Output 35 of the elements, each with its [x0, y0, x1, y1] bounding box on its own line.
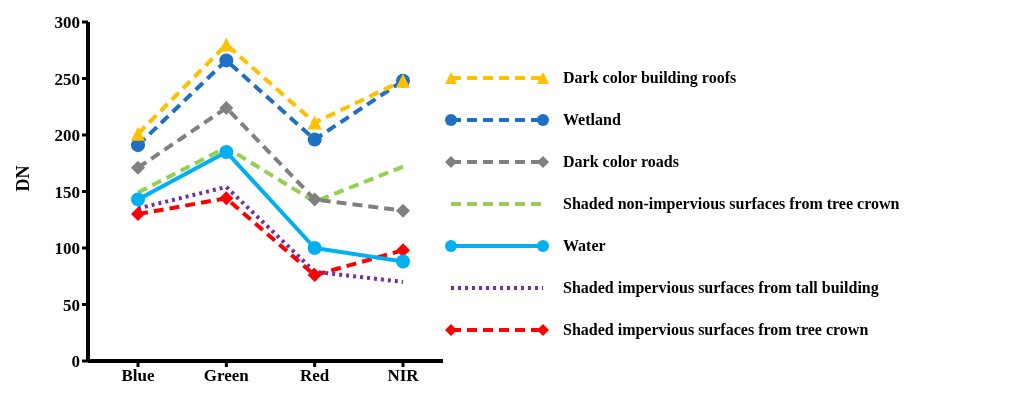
- x-tick-label: Green: [203, 366, 250, 386]
- point: [219, 37, 234, 52]
- y-tick-label: 100: [54, 239, 80, 259]
- point: [307, 268, 322, 283]
- legend-label: Shaded impervious surfaces from tree crown: [563, 321, 869, 339]
- y-tick-label: 150: [54, 182, 80, 202]
- legend-label: Dark color roads: [563, 153, 679, 171]
- point: [131, 126, 145, 141]
- legend-label: Shaded impervious surfaces from tall building: [563, 279, 879, 297]
- legend-label: Dark color building roofs: [563, 69, 737, 87]
- point: [131, 192, 145, 207]
- x-tick-label: Red: [300, 366, 330, 386]
- legend-label: Wetland: [563, 111, 621, 129]
- y-tick-label: 300: [54, 13, 80, 33]
- point: [131, 160, 145, 175]
- point: [307, 192, 322, 207]
- legend-label: Shaded non-impervious surfaces from tree crown: [563, 195, 900, 213]
- point: [396, 203, 410, 218]
- y-tick-label: 0: [71, 352, 80, 372]
- point: [219, 191, 234, 206]
- y-tick-label: 50: [63, 295, 80, 315]
- point: [219, 144, 234, 159]
- x-tick-label: Blue: [121, 366, 155, 386]
- y-tick-label: 250: [54, 69, 80, 89]
- point: [131, 207, 145, 222]
- point: [307, 115, 322, 130]
- y-tick-label: 200: [54, 126, 80, 146]
- point: [396, 254, 410, 269]
- x-tick-label: NIR: [387, 366, 420, 386]
- y-axis-title: DN: [13, 165, 34, 192]
- legend-label: Water: [563, 237, 606, 255]
- point: [219, 100, 234, 115]
- point: [307, 132, 322, 147]
- point: [219, 53, 234, 68]
- point: [307, 241, 322, 255]
